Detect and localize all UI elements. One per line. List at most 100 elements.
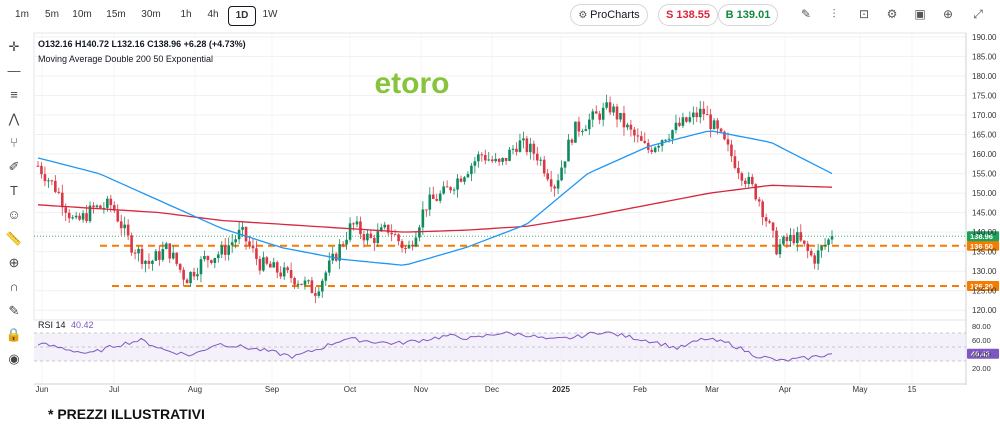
candle-body bbox=[182, 269, 185, 280]
candle-body bbox=[258, 258, 262, 271]
candle-body bbox=[168, 243, 172, 259]
buy-button[interactable]: B 139.01 bbox=[718, 4, 778, 26]
candle-body bbox=[307, 280, 310, 282]
candle-body bbox=[480, 154, 484, 156]
candle-body bbox=[667, 138, 671, 140]
rsi-tick-label: 40.00 bbox=[972, 350, 991, 359]
candle-body bbox=[816, 250, 820, 264]
templates-icon[interactable]: ⊡ bbox=[858, 7, 870, 21]
price-tick-label: 190.00 bbox=[972, 33, 997, 42]
rsi-tick-label: 80.00 bbox=[972, 322, 991, 331]
candle-body bbox=[508, 149, 511, 161]
projection-icon[interactable]: ⑂ bbox=[10, 135, 18, 150]
candle-body bbox=[806, 243, 810, 251]
rsi-value: 40.42 bbox=[71, 320, 94, 330]
time-tick-label: 2025 bbox=[552, 385, 570, 394]
candle-body bbox=[421, 209, 425, 228]
horizontal-line-icon[interactable]: — bbox=[7, 63, 21, 78]
candle-body bbox=[119, 221, 123, 229]
ruler-icon[interactable]: 📏 bbox=[5, 231, 23, 246]
candle-body bbox=[300, 283, 303, 285]
layout-icon[interactable]: ▣ bbox=[914, 7, 926, 21]
candle-body bbox=[241, 226, 244, 230]
candle-body bbox=[705, 114, 709, 116]
candle-body bbox=[199, 259, 203, 275]
chart-grid bbox=[33, 32, 967, 384]
time-axis: Jun Jul Aug Sep Oct Nov Dec 2025 Feb Mar Apr May 15 bbox=[34, 383, 966, 394]
candle-body bbox=[612, 106, 615, 113]
candle-body bbox=[757, 199, 761, 202]
lock-icon[interactable]: 🔒 bbox=[5, 327, 23, 342]
lock-draw-icon[interactable]: ✎ bbox=[8, 303, 20, 318]
timeframe-4h[interactable]: 4h bbox=[207, 9, 219, 20]
candle-body bbox=[164, 243, 168, 250]
draw-pencil-icon[interactable]: ✎ bbox=[800, 7, 812, 21]
candle-body bbox=[657, 145, 660, 148]
candle-body bbox=[473, 161, 477, 166]
candle-body bbox=[799, 232, 803, 241]
candle-body bbox=[272, 262, 276, 268]
candle-body bbox=[685, 117, 688, 122]
price-tick-label: 120.00 bbox=[972, 306, 997, 315]
procharts-button[interactable]: ⚙ ProCharts bbox=[570, 4, 648, 26]
candle-body bbox=[383, 224, 387, 228]
pattern-icon[interactable]: ⋀ bbox=[8, 111, 20, 126]
candle-body bbox=[438, 193, 442, 201]
emoji-icon[interactable]: ☺ bbox=[7, 207, 21, 222]
candle-body bbox=[591, 111, 595, 120]
candle-body bbox=[640, 136, 643, 141]
time-tick-label: Mar bbox=[705, 385, 719, 394]
candle-body bbox=[376, 231, 380, 244]
candle-body bbox=[442, 186, 445, 194]
rsi-value-tag-label: 40.42 bbox=[971, 350, 990, 359]
text-icon[interactable]: T bbox=[10, 183, 18, 198]
timeframe-1D[interactable]: 1D bbox=[228, 6, 256, 26]
candle-body bbox=[570, 139, 574, 143]
candle-body bbox=[470, 165, 473, 175]
magnet-icon[interactable]: ∩ bbox=[9, 279, 19, 294]
time-tick-label: Jun bbox=[36, 385, 49, 394]
zoom-in-icon[interactable]: ⊕ bbox=[8, 255, 20, 270]
add-icon[interactable]: ⊕ bbox=[942, 7, 954, 21]
candle-body bbox=[477, 154, 480, 162]
price-tick-label: 145.00 bbox=[972, 209, 997, 218]
candle-body bbox=[671, 130, 674, 139]
candle-body bbox=[210, 260, 213, 263]
fullscreen-icon[interactable]: ⤢ bbox=[973, 7, 983, 21]
sell-button[interactable]: S 138.55 bbox=[658, 4, 718, 26]
fib-retracement-icon[interactable]: ≡ bbox=[10, 87, 18, 102]
brush-icon[interactable]: ✐ bbox=[8, 159, 20, 174]
candle-body bbox=[220, 245, 224, 255]
candle-body bbox=[830, 236, 834, 240]
timeframe-30m[interactable]: 30m bbox=[141, 9, 161, 20]
candle-body bbox=[719, 128, 723, 132]
candle-body bbox=[483, 155, 487, 161]
candle-body bbox=[563, 161, 567, 168]
candle-body bbox=[244, 226, 248, 242]
timeframe-1W[interactable]: 1W bbox=[262, 9, 278, 20]
settings-icon[interactable]: ⚙ bbox=[886, 7, 898, 21]
candle-body bbox=[411, 244, 414, 247]
time-tick-label: May bbox=[852, 385, 867, 394]
candle-body bbox=[431, 194, 435, 199]
candle-body bbox=[549, 179, 553, 187]
timeframe-10m[interactable]: 10m bbox=[72, 9, 92, 20]
candle-body bbox=[522, 138, 525, 141]
candle-body bbox=[466, 174, 470, 178]
indicators-icon[interactable]: ⫶ bbox=[832, 7, 836, 21]
timeframe-5m[interactable]: 5m bbox=[45, 9, 59, 20]
crosshair-icon[interactable]: ✛ bbox=[8, 39, 20, 54]
price-tick-label: 165.00 bbox=[972, 131, 997, 140]
candle-body bbox=[321, 280, 324, 292]
candle-body bbox=[778, 244, 782, 255]
candle-body bbox=[36, 165, 40, 167]
candle-body bbox=[289, 270, 293, 279]
candle-body bbox=[723, 131, 726, 140]
candle-body bbox=[293, 278, 296, 285]
eye-icon[interactable]: ◉ bbox=[8, 351, 20, 366]
rsi-line bbox=[37, 331, 833, 362]
timeframe-15m[interactable]: 15m bbox=[106, 9, 126, 20]
timeframe-1h[interactable]: 1h bbox=[180, 9, 192, 20]
timeframe-1m[interactable]: 1m bbox=[15, 9, 29, 20]
